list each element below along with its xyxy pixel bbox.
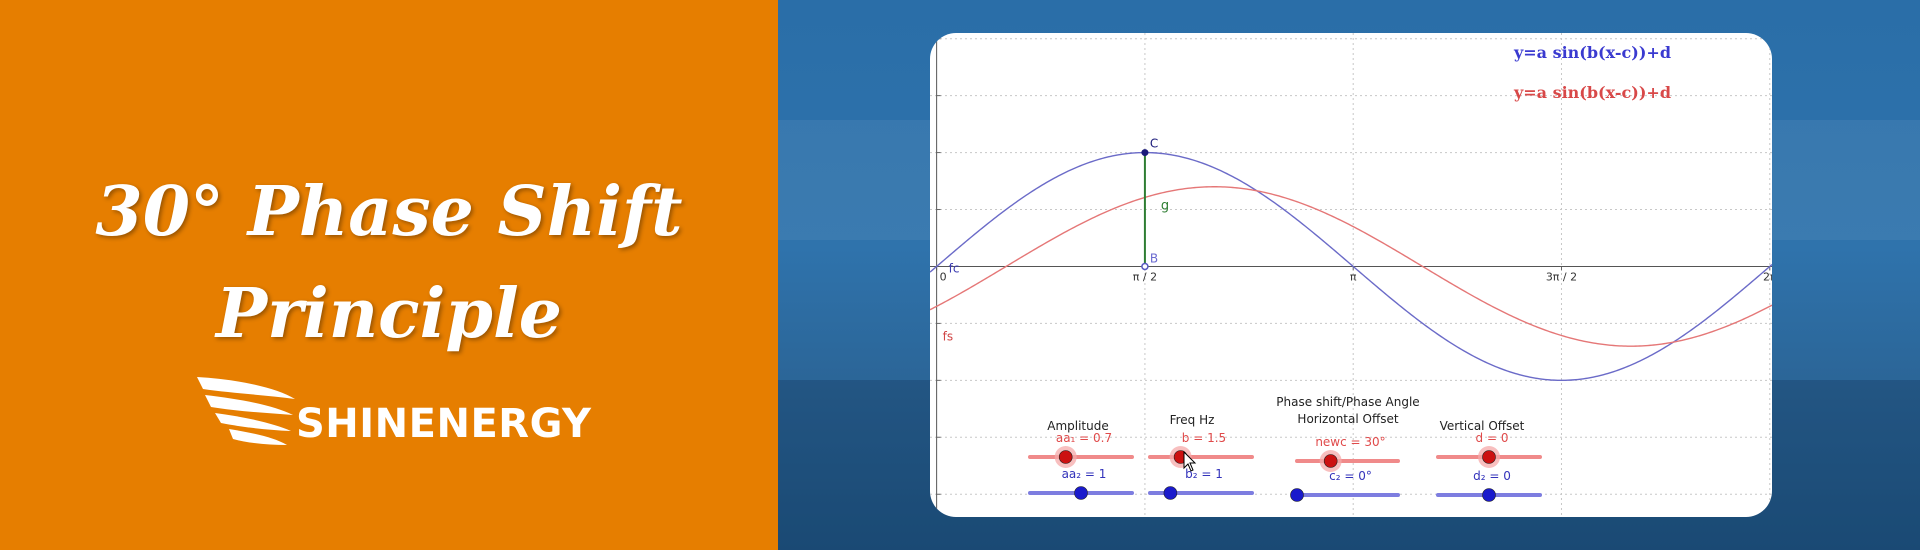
phase-title-1: Phase shift/Phase Angle [1276,395,1419,409]
x-tick-label: π [1350,270,1357,283]
formula-blue: y=a sin(b(x-c))+d [1513,43,1671,62]
x-tick-label: 3π / 2 [1546,270,1577,283]
x-tick-label: 0 [940,270,947,283]
slider-label: d₂ = 0 [1473,469,1511,483]
slider-knob [1074,486,1088,500]
logo-text: SHINENERGY [296,401,592,447]
slider-knob [1290,488,1304,502]
curve-label-fs: fs [943,329,953,343]
point-c [1141,149,1149,157]
phase-title-2: Horizontal Offset [1297,412,1398,426]
curve-label-fc: fc [949,261,960,275]
slider-label: b₂ = 1 [1185,467,1223,481]
x-tick-label: 2π [1763,270,1772,283]
slider-label: aa₁ = 0.7 [1056,431,1112,445]
point-b [1141,262,1149,271]
slider-label: d = 0 [1476,431,1509,445]
point-c-label: C [1150,137,1158,151]
mouse-cursor-icon [1183,450,1197,472]
banner-title-line2: Principle [215,274,563,354]
title-panel: 30° Phase Shift Principle SHINENERGY [0,0,778,550]
point-b-label: B [1150,251,1158,265]
slider-knob [1323,454,1338,468]
banner-title-line1: 30° Phase Shift [95,172,683,252]
freq-title: Freq Hz [1170,413,1215,427]
slider-knob [1482,450,1496,464]
curve-fs [930,186,1772,347]
slider-label: c₂ = 0° [1329,469,1372,483]
slider-label: newc = 30° [1315,435,1385,449]
segment-label: g [1161,199,1169,214]
vertical-offset-title: Vertical Offset [1440,419,1525,433]
amplitude-title: Amplitude [1047,419,1109,433]
curve-fc [930,151,1772,382]
slider-label: aa₂ = 1 [1062,467,1107,481]
slider-knob [1482,488,1496,502]
slider-label: b = 1.5 [1182,431,1226,445]
shinenergy-logo-icon [197,377,295,445]
slider-knob [1163,486,1178,500]
formula-red: y=a sin(b(x-c))+d [1513,83,1671,102]
x-tick-label: π / 2 [1133,270,1157,283]
slider-knob [1058,450,1073,464]
